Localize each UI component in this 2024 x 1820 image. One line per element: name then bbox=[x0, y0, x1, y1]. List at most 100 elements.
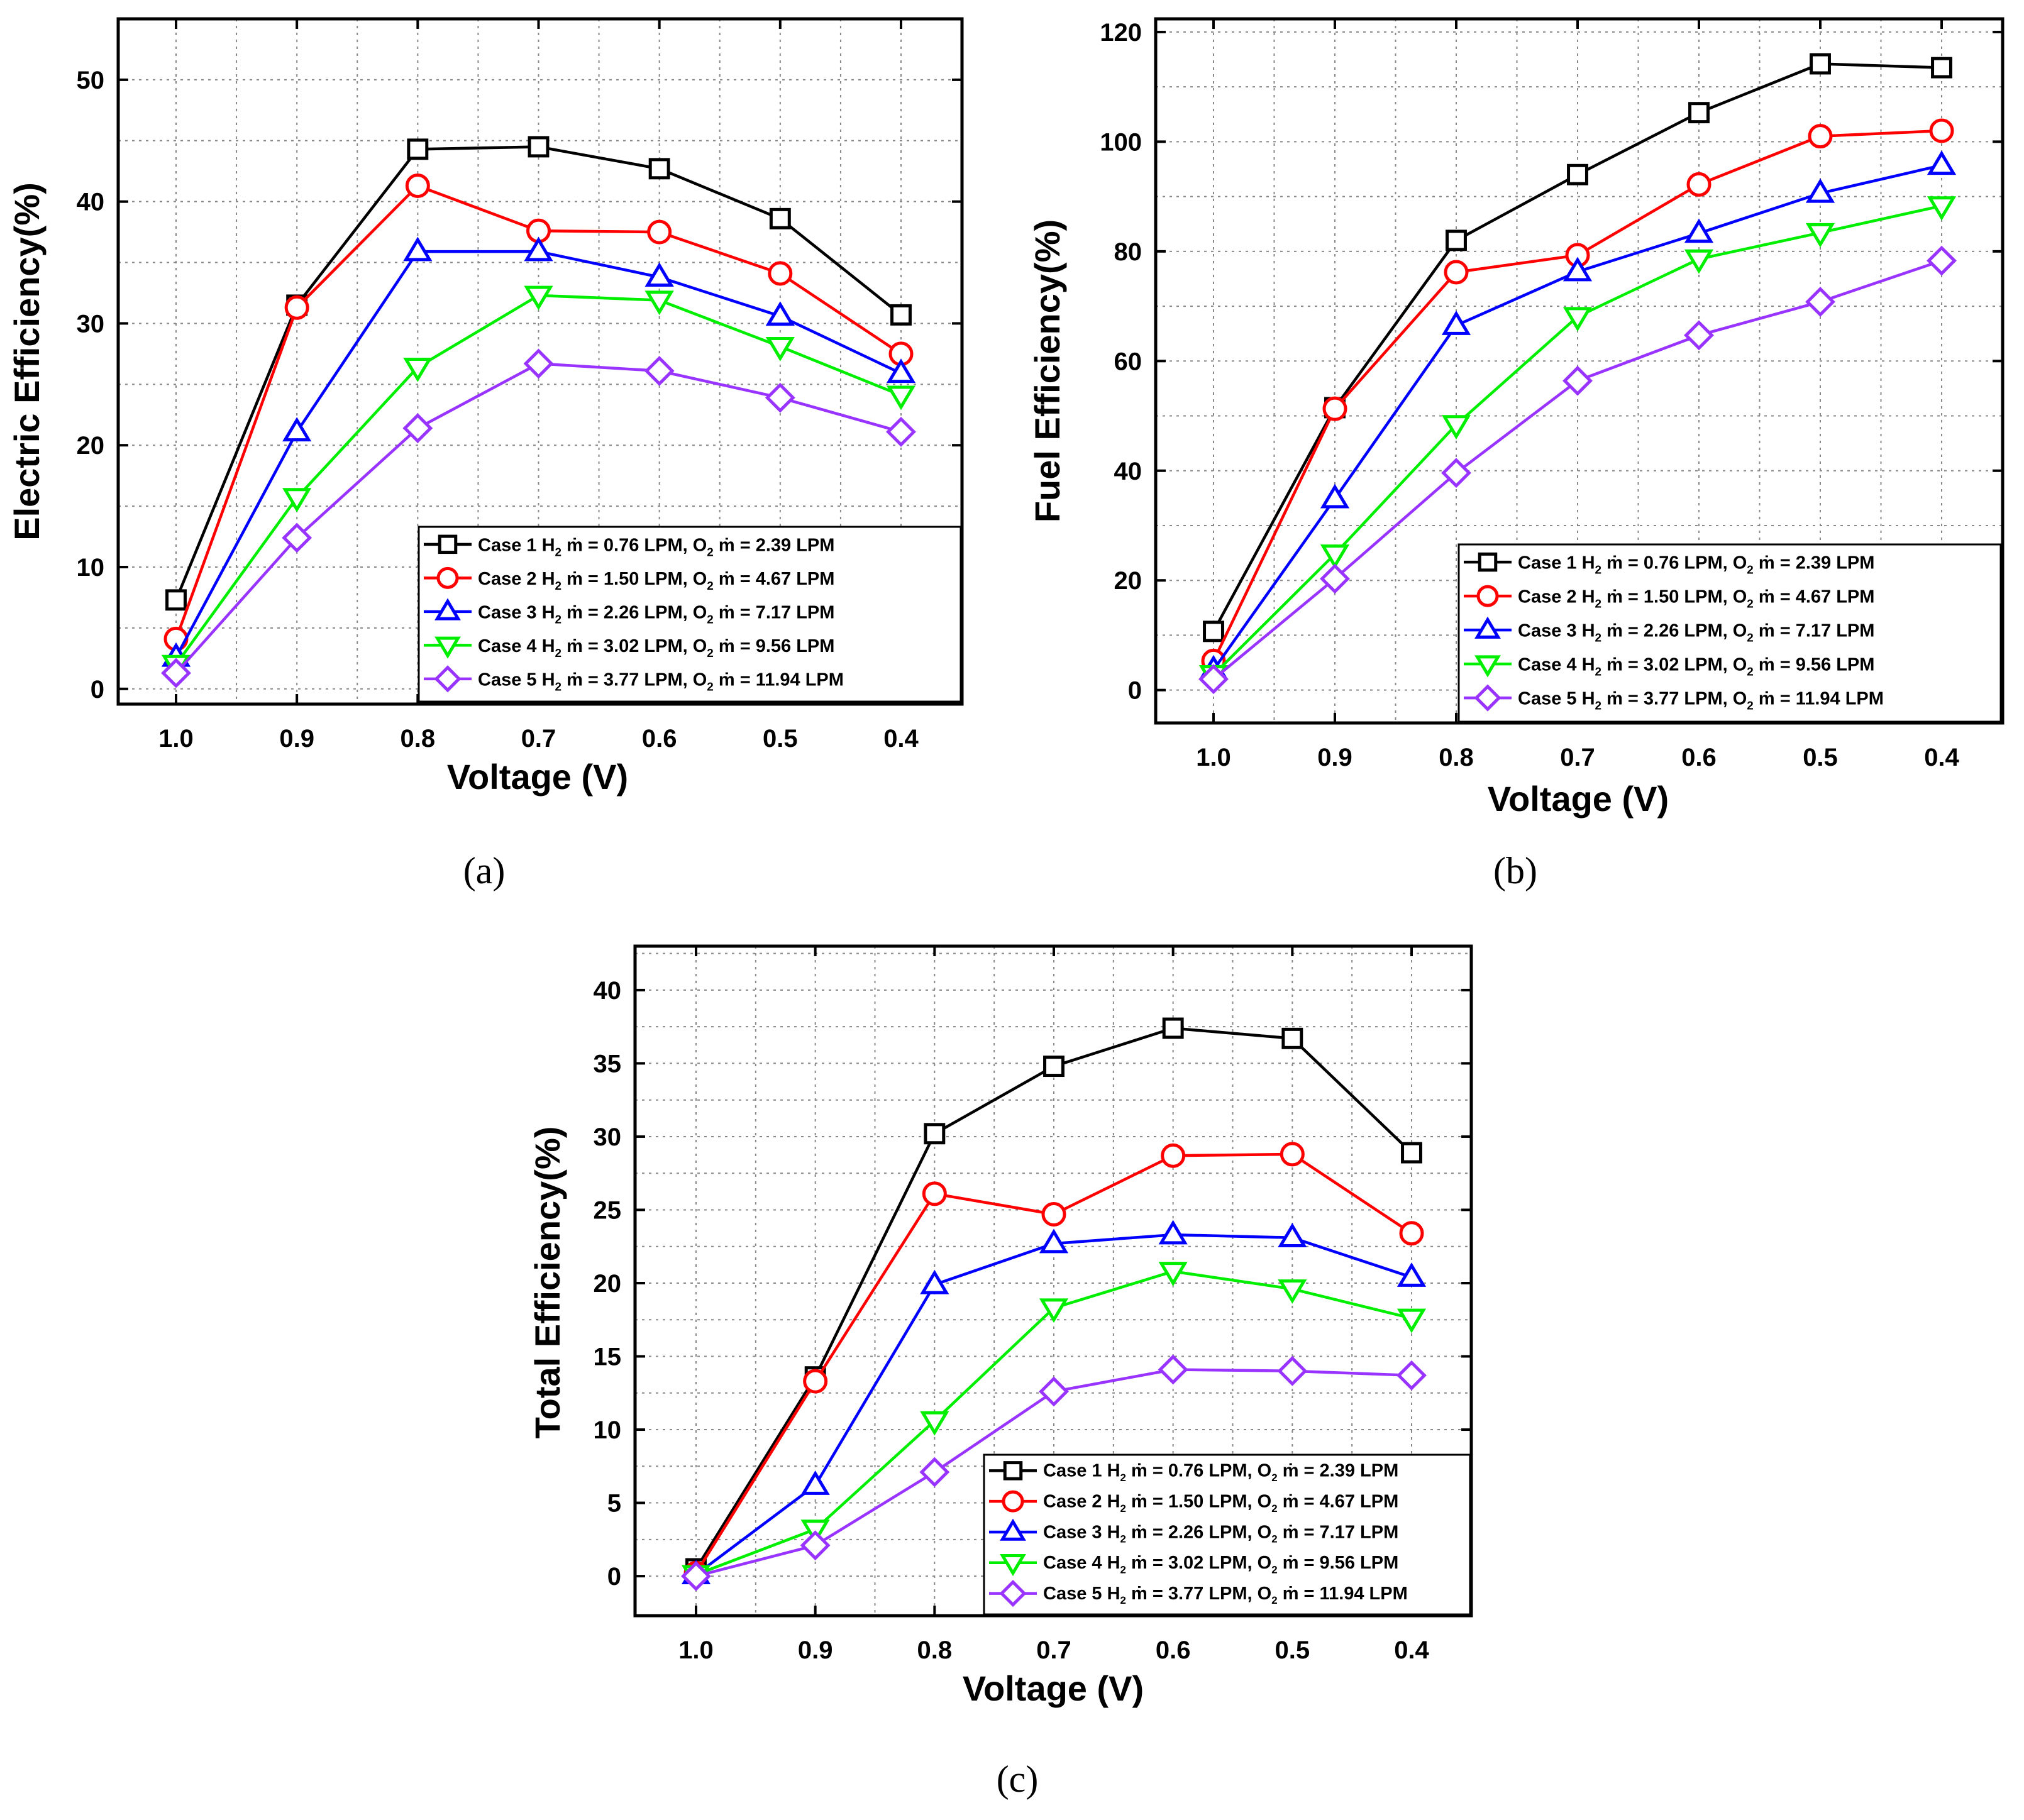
data-point bbox=[524, 236, 553, 262]
data-point bbox=[920, 1269, 949, 1294]
legend-label: Case 4 H2​ ṁ = 3.02 LPM, O2​ ṁ = 9.56 … bbox=[1043, 1553, 1398, 1575]
data-point bbox=[803, 1369, 828, 1394]
data-point bbox=[1684, 320, 1714, 351]
x-tick-label: 0.5 bbox=[1803, 744, 1838, 771]
data-point bbox=[1396, 1360, 1427, 1391]
legend-marker bbox=[999, 1580, 1027, 1608]
data-point bbox=[1158, 1262, 1188, 1286]
data-point bbox=[644, 290, 674, 316]
y-axis-label: Electric Efficiency(%) bbox=[7, 182, 47, 541]
data-point bbox=[924, 1123, 946, 1145]
legend-marker bbox=[436, 566, 459, 589]
data-point bbox=[890, 304, 912, 326]
y-tick-label: 50 bbox=[77, 67, 105, 94]
data-point bbox=[1810, 53, 1831, 75]
data-point bbox=[1927, 245, 1957, 276]
legend-marker bbox=[1003, 1461, 1023, 1481]
x-tick-label: 0.4 bbox=[1924, 744, 1959, 771]
data-point bbox=[1043, 1056, 1065, 1078]
y-tick-label: 30 bbox=[77, 310, 105, 338]
y-tick-label: 0 bbox=[1128, 677, 1142, 705]
y-tick-label: 80 bbox=[1114, 238, 1142, 266]
legend-label: Case 2 H2​ ṁ = 1.50 LPM, O2​ ṁ = 4.67 … bbox=[1043, 1492, 1398, 1514]
data-point bbox=[681, 1561, 711, 1592]
legend-marker bbox=[1002, 1490, 1024, 1513]
data-point bbox=[282, 522, 312, 553]
series-4 bbox=[161, 285, 916, 680]
data-point bbox=[403, 236, 433, 262]
x-tick-label: 0.8 bbox=[401, 725, 436, 753]
y-tick-label: 20 bbox=[1114, 567, 1142, 595]
series-3 bbox=[681, 1220, 1427, 1584]
y-tick-label: 10 bbox=[77, 554, 105, 582]
x-tick-label: 0.8 bbox=[1439, 744, 1474, 771]
data-point bbox=[800, 1530, 831, 1561]
chart-panel-2: 1.0 0.9 0.8 0.7 0.6 0.5 0.4 0 20 40 60 80 100 120 Case… bbox=[1027, 17, 2005, 891]
data-point bbox=[523, 348, 554, 379]
x-tick-label: 0.6 bbox=[1681, 744, 1717, 771]
data-point bbox=[1396, 1308, 1427, 1333]
data-point bbox=[765, 337, 795, 361]
data-point bbox=[524, 285, 553, 311]
legend-label: Case 4 H2​ ṁ = 3.02 LPM, O2​ ṁ = 9.56 … bbox=[478, 636, 834, 659]
legend-label: Case 1 H2​ ṁ = 0.76 LPM, O2​ ṁ = 2.39 … bbox=[1043, 1461, 1398, 1484]
series-2 bbox=[163, 173, 914, 651]
data-point bbox=[1441, 311, 1471, 335]
data-point bbox=[1277, 1355, 1308, 1386]
y-tick-label: 25 bbox=[594, 1196, 622, 1224]
data-point bbox=[886, 358, 916, 383]
y-tick-label: 40 bbox=[1114, 458, 1142, 485]
y-tick-label: 40 bbox=[594, 977, 622, 1005]
x-tick-label: 0.7 bbox=[1036, 1636, 1071, 1664]
panel-label: (b) bbox=[1493, 850, 1537, 891]
y-tick-label: 30 bbox=[594, 1123, 622, 1151]
legend-marker bbox=[434, 665, 462, 693]
data-point bbox=[1161, 1143, 1186, 1168]
x-tick-label: 0.7 bbox=[1560, 744, 1595, 771]
series-5 bbox=[161, 348, 916, 688]
legend-label: Case 1 H2​ ṁ = 0.76 LPM, O2​ ṁ = 2.39 … bbox=[478, 535, 834, 558]
legend-label: Case 2 H2​ ṁ = 1.50 LPM, O2​ ṁ = 4.67 … bbox=[478, 569, 834, 592]
data-point bbox=[1805, 223, 1835, 248]
legend-marker bbox=[438, 534, 458, 554]
data-point bbox=[1281, 1027, 1303, 1049]
data-point bbox=[1158, 1354, 1188, 1385]
legend-label: Case 3 H2​ ṁ = 2.26 LPM, O2​ ṁ = 7.17 … bbox=[1518, 621, 1874, 644]
data-point bbox=[1158, 1220, 1188, 1245]
data-point bbox=[1039, 1298, 1069, 1323]
data-point bbox=[1805, 287, 1835, 317]
data-point bbox=[765, 301, 795, 326]
y-tick-label: 40 bbox=[77, 189, 105, 216]
legend-marker bbox=[1474, 616, 1501, 639]
legend-label: Case 5 H2​ ṁ = 3.77 LPM, O2​ ṁ = 11.94… bbox=[478, 670, 844, 693]
data-point bbox=[644, 262, 674, 287]
data-point bbox=[161, 658, 191, 688]
data-point bbox=[1198, 664, 1229, 695]
x-axis-label: Voltage (V) bbox=[963, 1668, 1144, 1708]
data-point bbox=[648, 158, 670, 180]
data-point bbox=[1929, 118, 1954, 143]
series-2 bbox=[1201, 118, 1954, 673]
data-point bbox=[282, 417, 312, 442]
y-tick-label: 20 bbox=[594, 1270, 622, 1298]
y-tick-label: 0 bbox=[91, 676, 104, 703]
data-point bbox=[644, 356, 675, 386]
y-tick-label: 0 bbox=[607, 1563, 621, 1591]
x-tick-label: 0.4 bbox=[1394, 1636, 1429, 1664]
data-point bbox=[1931, 57, 1952, 79]
data-point bbox=[1278, 1279, 1307, 1304]
x-tick-label: 0.5 bbox=[763, 725, 798, 753]
data-point bbox=[769, 207, 791, 229]
data-point bbox=[919, 1457, 950, 1487]
legend-label: Case 1 H2​ ṁ = 0.76 LPM, O2​ ṁ = 2.39 … bbox=[1518, 553, 1874, 576]
x-tick-label: 0.9 bbox=[279, 725, 314, 753]
x-tick-label: 0.4 bbox=[883, 725, 919, 753]
data-point bbox=[1927, 150, 1957, 175]
data-point bbox=[765, 382, 795, 413]
data-point bbox=[1399, 1221, 1424, 1246]
x-tick-label: 1.0 bbox=[678, 1636, 714, 1664]
y-axis-label: Fuel Efficiency(%) bbox=[1027, 219, 1067, 522]
y-tick-label: 100 bbox=[1100, 128, 1142, 156]
chart-panel-1: 1.0 0.9 0.8 0.7 0.6 0.5 0.4 0 10 20 30 40 50 Case 1 H… bbox=[7, 17, 964, 891]
x-tick-label: 1.0 bbox=[1196, 744, 1231, 771]
